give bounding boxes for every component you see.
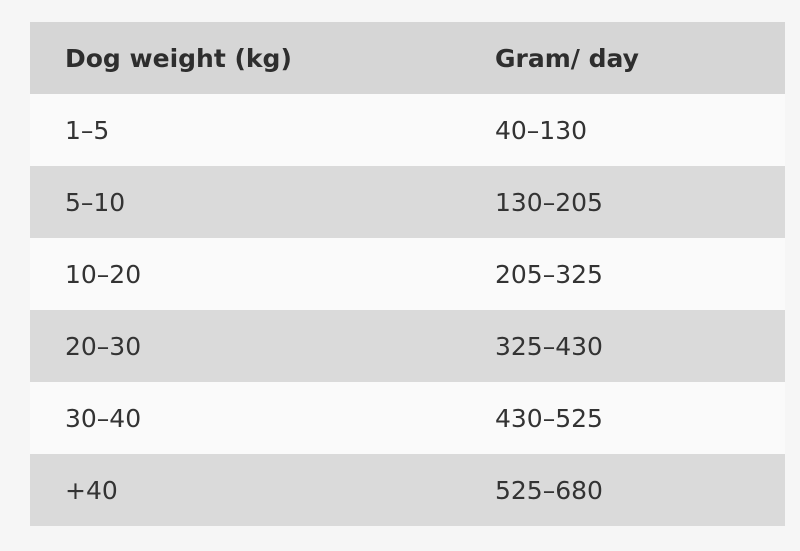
header-row: Dog weight (kg) Gram/ day (30, 22, 785, 94)
table-row: 30–40 430–525 (30, 382, 785, 454)
table-cell: 525–680 (460, 454, 785, 526)
table-row: +40 525–680 (30, 454, 785, 526)
table-wrapper: Dog weight (kg) Gram/ day 1–5 40–130 5–10 13… (30, 22, 785, 526)
table-row: 20–30 325–430 (30, 310, 785, 382)
table-cell: 205–325 (460, 238, 785, 310)
table-cell: 20–30 (30, 310, 460, 382)
table-cell: 10–20 (30, 238, 460, 310)
table-cell: 40–130 (460, 94, 785, 166)
table-cell: 325–430 (460, 310, 785, 382)
table-body: 1–5 40–130 5–10 130–205 10–20 205–325 20–30 325… (30, 94, 785, 526)
table-row: 1–5 40–130 (30, 94, 785, 166)
table-cell: 1–5 (30, 94, 460, 166)
table-row: 10–20 205–325 (30, 238, 785, 310)
table-row: 5–10 130–205 (30, 166, 785, 238)
feeding-table: Dog weight (kg) Gram/ day 1–5 40–130 5–10 13… (30, 22, 785, 526)
table-cell: 30–40 (30, 382, 460, 454)
table-cell: +40 (30, 454, 460, 526)
header-cell: Gram/ day (460, 22, 785, 94)
header-cell: Dog weight (kg) (30, 22, 460, 94)
table-cell: 430–525 (460, 382, 785, 454)
table-cell: 5–10 (30, 166, 460, 238)
table-cell: 130–205 (460, 166, 785, 238)
